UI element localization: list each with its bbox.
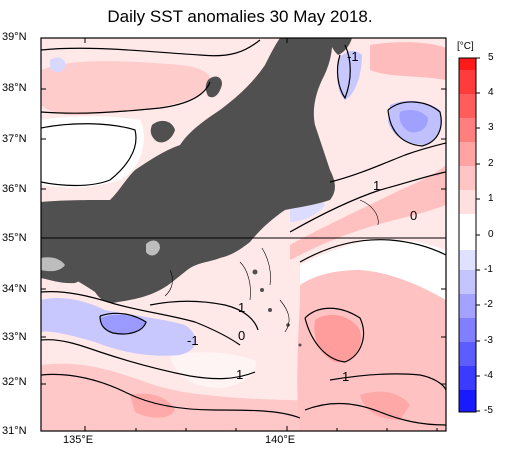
land-noto xyxy=(150,120,175,143)
lat-label-36: 36°N xyxy=(2,183,27,195)
contour-label-ne: -1 xyxy=(347,49,359,64)
cool-anomaly-northwest xyxy=(50,57,66,73)
lat-label-39: 39°N xyxy=(2,31,27,43)
lat-label-37: 37°N xyxy=(2,133,27,145)
colorbar-label-2: 2 xyxy=(488,158,494,169)
warm-hotspot-2 xyxy=(360,391,410,420)
contour-lines xyxy=(41,39,446,426)
colorbar-label-m3: -3 xyxy=(484,335,493,346)
map-title: Daily SST anomalies 30 May 2018. xyxy=(107,7,373,26)
contour-label-central-1: 1 xyxy=(238,300,245,315)
warm-anomaly-east-band xyxy=(290,165,446,260)
contour-label-se-1: 1 xyxy=(342,369,349,384)
lon-label-140: 140°E xyxy=(265,434,296,446)
lat-label-31: 31°N xyxy=(2,425,27,437)
lat-label-32: 32°N xyxy=(2,376,27,388)
warm-anomaly-northeast xyxy=(370,42,446,80)
contour-label-south-minus1: -1 xyxy=(187,333,199,348)
warm-anomaly-north xyxy=(41,61,211,116)
land-north-corner xyxy=(330,38,352,55)
contour-label-central-0: 0 xyxy=(238,328,245,343)
lat-label-38: 38°N xyxy=(2,82,27,94)
warm-anomaly-southeast xyxy=(297,264,446,431)
lat-label-35: 35°N xyxy=(2,232,27,244)
colorbar-label-m5: -5 xyxy=(484,405,493,416)
neutral-region-north xyxy=(41,116,144,188)
colorbar-label-3: 3 xyxy=(488,122,494,133)
island-4 xyxy=(286,323,290,327)
neutral-region-central xyxy=(300,239,446,300)
land-lake xyxy=(146,240,160,256)
axis-ticks xyxy=(41,37,446,431)
colorbar-unit: [°C] xyxy=(457,41,474,52)
neutral-region-south xyxy=(170,352,256,388)
colorbar-label-1: 1 xyxy=(488,193,494,204)
lat-label-33: 33°N xyxy=(2,331,27,343)
cool-anomaly-east-core xyxy=(399,110,428,133)
island-3 xyxy=(268,308,272,312)
cool-anomaly-northeast xyxy=(336,50,362,100)
map-frame xyxy=(40,37,447,432)
colorbar xyxy=(458,57,480,413)
warm-hotspot-1 xyxy=(314,314,361,363)
land-kii-shadow xyxy=(41,257,65,272)
colorbar-label-m2: -2 xyxy=(484,299,493,310)
contour-label-east-0: 0 xyxy=(410,208,417,223)
land-honshu xyxy=(41,38,335,303)
colorbar-label-m4: -4 xyxy=(484,370,493,381)
colorbar-label-0: 0 xyxy=(488,229,494,240)
island-5 xyxy=(298,343,302,347)
island-1 xyxy=(252,269,258,275)
cool-anomaly-core xyxy=(100,314,145,334)
colorbar-label-m1: -1 xyxy=(484,264,493,275)
contour-label-east-1: 1 xyxy=(373,178,380,193)
lat-label-34: 34°N xyxy=(2,283,27,295)
island-2 xyxy=(260,288,264,292)
colorbar-label-5: 5 xyxy=(488,52,494,63)
lon-label-135: 135°E xyxy=(63,434,94,446)
contour-label-south-1: 1 xyxy=(236,367,243,382)
land-sado xyxy=(205,76,222,98)
colorbar-label-4: 4 xyxy=(488,87,494,98)
fine-detail-lines xyxy=(164,199,379,333)
